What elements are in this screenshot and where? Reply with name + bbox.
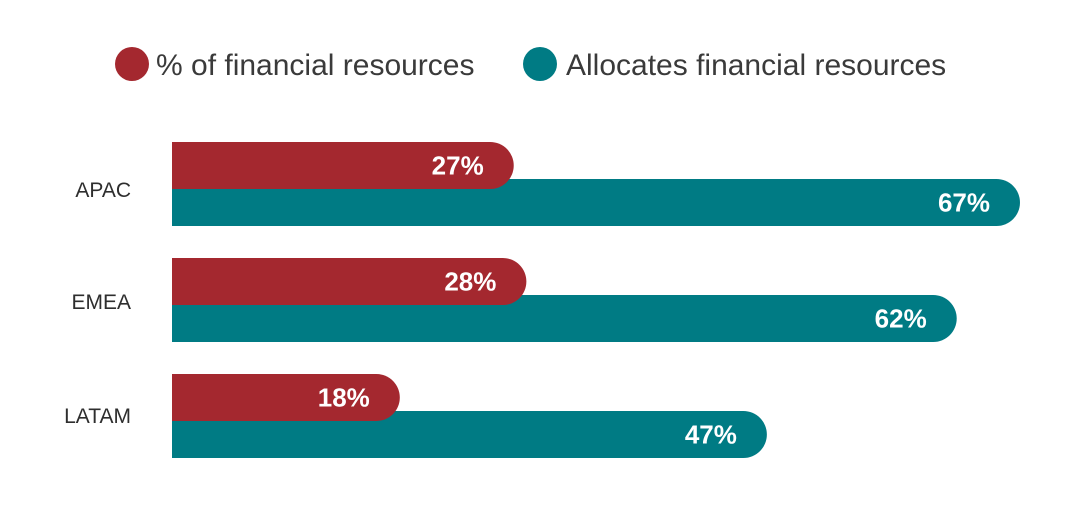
- category-label-apac: APAC: [75, 179, 131, 202]
- bar-label-latam-series-1: 18%: [318, 383, 370, 413]
- legend-label-2: Allocates financial resources: [566, 49, 946, 82]
- bar-emea-series-1: [172, 258, 527, 305]
- bar-label-emea-series-1: 28%: [444, 267, 496, 297]
- bar-label-latam-series-2: 47%: [685, 420, 737, 450]
- bar-label-apac-series-1: 27%: [432, 151, 484, 181]
- bar-latam-series-1: [172, 374, 400, 421]
- bar-label-apac-series-2: 67%: [938, 188, 990, 218]
- bar-label-emea-series-2: 62%: [875, 304, 927, 334]
- legend: % of financial resources Allocates financ…: [115, 47, 946, 82]
- category-labels: APAC EMEA LATAM: [64, 179, 131, 428]
- bar-apac-series-2: [172, 179, 1020, 226]
- legend-swatch-2: [523, 47, 557, 81]
- bars: 67% 27% 62% 28% 47% 18%: [172, 142, 1020, 458]
- category-label-emea: EMEA: [71, 291, 131, 314]
- bar-latam-series-2: [172, 411, 767, 458]
- legend-label-1: % of financial resources: [156, 49, 475, 82]
- bar-emea-series-2: [172, 295, 957, 342]
- bar-apac-series-1: [172, 142, 514, 189]
- legend-swatch-1: [115, 47, 149, 81]
- category-label-latam: LATAM: [64, 405, 131, 428]
